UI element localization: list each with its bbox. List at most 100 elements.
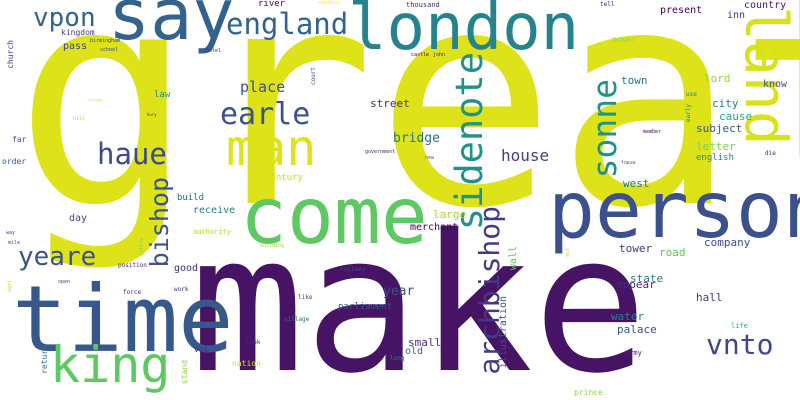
- word-west: west: [623, 177, 650, 190]
- word-vpon: vpon: [33, 3, 96, 33]
- word-use: use: [686, 91, 697, 98]
- word-inn: inn: [727, 10, 746, 21]
- word-trade: trade: [88, 98, 104, 104]
- word-far: far: [12, 135, 27, 144]
- word-haue: haue: [97, 137, 167, 171]
- word-return: return: [40, 345, 49, 374]
- word-palace: palace: [617, 323, 657, 336]
- word-letter: letter: [696, 140, 736, 153]
- word-bury: bury: [147, 112, 157, 117]
- word-john: john: [433, 52, 446, 58]
- word-long: long: [390, 355, 405, 362]
- word-power: power: [612, 35, 637, 44]
- word-new: new: [425, 155, 435, 161]
- word-look: look: [246, 339, 261, 346]
- word-open: open: [58, 279, 71, 285]
- word-law: law: [154, 90, 171, 100]
- word-person: person: [548, 166, 800, 256]
- word-building: building: [260, 243, 285, 249]
- word-stand: stand: [180, 360, 189, 385]
- word-king: king: [50, 336, 171, 394]
- word-position: position: [118, 262, 147, 269]
- word-army: army: [625, 349, 642, 357]
- word-mile: mile: [8, 240, 21, 246]
- word-thousand: thousand: [406, 1, 440, 9]
- word-london: london: [348, 0, 580, 65]
- word-country: country: [744, 0, 787, 11]
- word-city: city: [712, 97, 739, 110]
- word-way: way: [6, 230, 16, 236]
- word-prince: prince: [574, 388, 603, 397]
- word-say: say: [108, 0, 235, 56]
- word-company: company: [704, 236, 751, 249]
- word-authority: authority: [193, 228, 231, 236]
- word-tell: tell: [600, 1, 615, 8]
- word-illustration: illustration: [498, 296, 509, 369]
- word-like: like: [298, 294, 313, 301]
- word-man: man: [226, 119, 317, 177]
- word-large: large: [433, 208, 467, 221]
- word-subject: subject: [696, 122, 743, 135]
- word-little: little: [139, 238, 145, 257]
- word-earle: earle: [220, 97, 311, 132]
- word-sidenote: sidenote: [448, 52, 491, 231]
- word-bridge: bridge: [393, 131, 440, 146]
- word-castle: castle: [411, 52, 430, 58]
- word-day: day: [69, 213, 88, 224]
- word-bishop: bishop: [145, 177, 174, 268]
- word-parliament: parliament: [338, 302, 393, 312]
- word-place: place: [240, 78, 286, 96]
- word-water: water: [611, 310, 645, 323]
- word-house: house: [501, 146, 550, 165]
- word-receive: receive: [193, 205, 236, 216]
- word-cause: cause: [719, 110, 753, 123]
- word-kingdom: kingdom: [61, 28, 95, 37]
- word-railway: railway: [340, 266, 366, 273]
- word-road: road: [659, 246, 686, 259]
- word-court: court: [310, 67, 317, 86]
- word-lord: lord: [704, 72, 731, 85]
- word-die: die: [765, 150, 776, 157]
- word-great: great: [14, 0, 800, 274]
- word-town: town: [621, 74, 648, 87]
- word-good: good: [174, 263, 199, 274]
- word-build: build: [177, 193, 205, 203]
- word-vol: vol: [194, 345, 209, 354]
- word-act: act: [565, 248, 571, 258]
- word-time: time: [12, 266, 234, 373]
- word-birmingham: birmingham: [90, 38, 121, 44]
- word-earl: earl: [7, 280, 13, 293]
- word-appear: appear: [616, 278, 656, 291]
- word-hill: hill: [73, 116, 86, 122]
- word-church: church: [6, 40, 15, 69]
- word-present: present: [660, 5, 703, 16]
- word-life: life: [731, 322, 748, 330]
- word-small: small: [408, 336, 442, 349]
- word-sonne: sonne: [585, 79, 624, 179]
- word-station: station: [318, 0, 340, 6]
- word-hall: hall: [696, 291, 723, 304]
- word-street: street: [370, 97, 410, 110]
- word-merchant: merchant: [410, 222, 459, 233]
- word-force: force: [123, 289, 142, 296]
- word-england: england: [226, 7, 349, 41]
- word-century: century: [265, 173, 303, 183]
- word-nation: nation: [232, 359, 261, 368]
- word-river: river: [258, 0, 286, 9]
- word-yeare: yeare: [18, 242, 97, 272]
- word-work: work: [174, 286, 189, 293]
- word-wall: wall: [508, 246, 519, 271]
- word-know: know: [763, 79, 788, 90]
- word-state: state: [630, 272, 664, 285]
- word-tower: tower: [619, 242, 653, 255]
- word-year: year: [383, 284, 415, 299]
- word-hotel: hotel: [206, 48, 222, 54]
- word-come: come: [240, 172, 428, 262]
- word-member: member: [643, 129, 662, 135]
- word-school: school: [100, 47, 119, 53]
- word-old: old: [405, 346, 424, 357]
- word-early: early: [685, 104, 692, 123]
- word-english: english: [696, 153, 734, 163]
- word-land: land: [732, 6, 800, 146]
